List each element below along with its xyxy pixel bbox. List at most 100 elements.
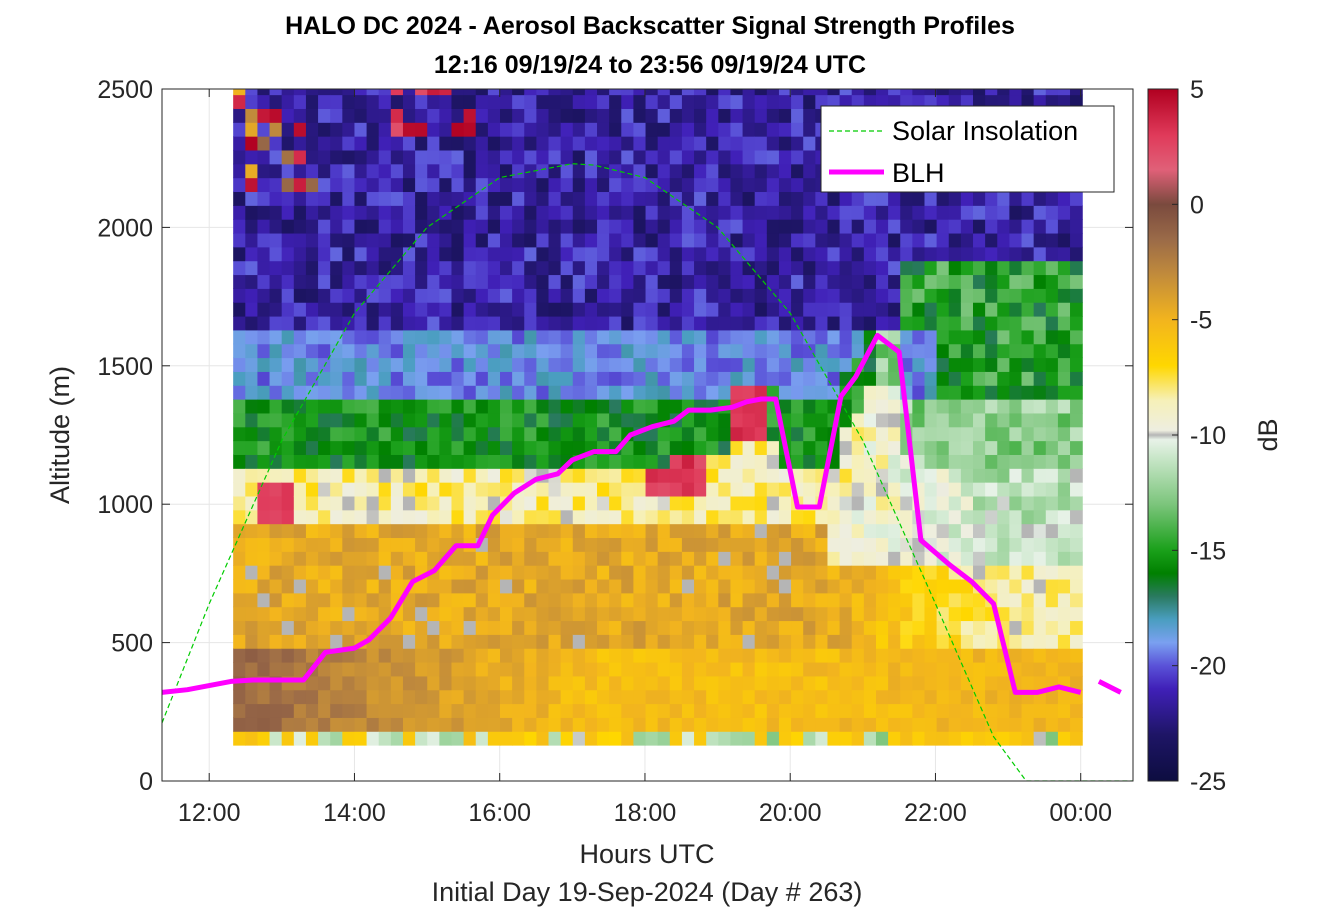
heatmap-cell	[1057, 274, 1071, 289]
heatmap-cell	[827, 648, 841, 663]
heatmap-cell	[487, 122, 501, 137]
heatmap-cell	[960, 468, 974, 483]
heatmap-cell	[875, 371, 889, 386]
heatmap-cell	[342, 246, 356, 262]
heatmap-cell	[681, 537, 695, 552]
heatmap-cell	[888, 731, 901, 746]
heatmap-cell	[293, 219, 307, 234]
heatmap-cell	[657, 523, 671, 539]
heatmap-cell	[536, 731, 550, 746]
heatmap-cell	[524, 578, 537, 594]
heatmap-cell	[766, 703, 780, 718]
heatmap-cell	[681, 717, 695, 732]
heatmap-cell	[645, 468, 659, 483]
heatmap-cell	[402, 454, 416, 469]
heatmap-cell	[1021, 523, 1035, 539]
heatmap-cell	[609, 509, 622, 525]
heatmap-cell	[366, 661, 380, 677]
heatmap-cell	[597, 232, 610, 248]
heatmap-cell	[778, 288, 792, 303]
heatmap-cell	[548, 565, 562, 580]
heatmap-cell	[730, 661, 744, 677]
heatmap-cell	[1057, 523, 1071, 539]
heatmap-cell	[512, 661, 525, 677]
heatmap-cell	[427, 482, 440, 497]
heatmap-cell	[669, 122, 683, 137]
heatmap-cell	[597, 565, 610, 580]
heatmap-cell	[572, 163, 586, 179]
heatmap-cell	[318, 537, 331, 552]
heatmap-cell	[1033, 371, 1047, 386]
heatmap-cell	[900, 94, 913, 109]
heatmap-cell	[1009, 717, 1023, 732]
heatmap-cell	[366, 565, 380, 580]
heatmap-cell	[985, 578, 998, 594]
heatmap-cell	[318, 551, 331, 566]
heatmap-cell	[609, 260, 622, 276]
heatmap-cell	[584, 468, 598, 483]
heatmap-cell	[451, 302, 465, 317]
heatmap-cell	[415, 537, 428, 552]
heatmap-cell	[815, 205, 829, 220]
heatmap-cell	[281, 703, 295, 718]
heatmap-cell	[888, 565, 901, 580]
heatmap-cell	[269, 399, 283, 414]
legend-label-solar: Solar Insolation	[892, 116, 1078, 146]
heatmap-cell	[706, 122, 719, 137]
heatmap-cell	[718, 288, 732, 303]
heatmap-cell	[269, 357, 283, 372]
heatmap-cell	[694, 302, 707, 317]
heatmap-cell	[439, 205, 453, 220]
heatmap-cell	[451, 689, 465, 705]
heatmap-cell	[318, 689, 331, 705]
heatmap-cell	[572, 288, 586, 303]
heatmap-cell	[875, 675, 889, 691]
heatmap-cell	[900, 315, 913, 331]
heatmap-cell	[694, 634, 707, 649]
heatmap-cell	[839, 426, 853, 442]
heatmap-cell	[888, 288, 901, 303]
heatmap-cell	[500, 523, 513, 539]
heatmap-cell	[1045, 274, 1059, 289]
heatmap-cell	[766, 523, 780, 539]
heatmap-cell	[584, 315, 598, 331]
heatmap-cell	[936, 661, 950, 677]
heatmap-cell	[633, 703, 647, 718]
heatmap-cell	[584, 426, 598, 442]
heatmap-cell	[912, 648, 926, 663]
heatmap-cell	[742, 495, 756, 511]
heatmap-cell	[657, 482, 671, 497]
heatmap-cell	[378, 537, 392, 552]
heatmap-cell	[584, 717, 598, 732]
heatmap-cell	[1033, 731, 1047, 746]
heatmap-cell	[621, 399, 635, 414]
heatmap-cell	[900, 260, 913, 276]
heatmap-cell	[985, 454, 998, 469]
heatmap-cell	[1021, 468, 1035, 483]
heatmap-cell	[572, 648, 586, 663]
heatmap-cell	[281, 537, 295, 552]
heatmap-cell	[766, 177, 780, 193]
heatmap-cell	[973, 717, 986, 732]
heatmap-cell	[827, 94, 841, 109]
heatmap-cell	[1057, 288, 1071, 303]
heatmap-cell	[960, 537, 974, 552]
heatmap-cell	[560, 537, 574, 552]
heatmap-cell	[936, 482, 950, 497]
heatmap-cell	[1045, 606, 1059, 622]
heatmap-cell	[803, 620, 816, 635]
heatmap-cell	[257, 731, 271, 746]
heatmap-cell	[924, 191, 938, 206]
heatmap-cell	[936, 440, 950, 455]
heatmap-cell	[875, 509, 889, 525]
heatmap-cell	[1070, 440, 1083, 455]
heatmap-cell	[924, 440, 938, 455]
heatmap-cell	[718, 260, 732, 276]
heatmap-cell	[997, 606, 1010, 622]
heatmap-cell	[633, 592, 647, 608]
heatmap-cell	[475, 177, 489, 193]
heatmap-cell	[342, 371, 356, 386]
heatmap-cell	[548, 440, 562, 455]
heatmap-cell	[536, 94, 550, 109]
heatmap-cell	[475, 246, 489, 262]
